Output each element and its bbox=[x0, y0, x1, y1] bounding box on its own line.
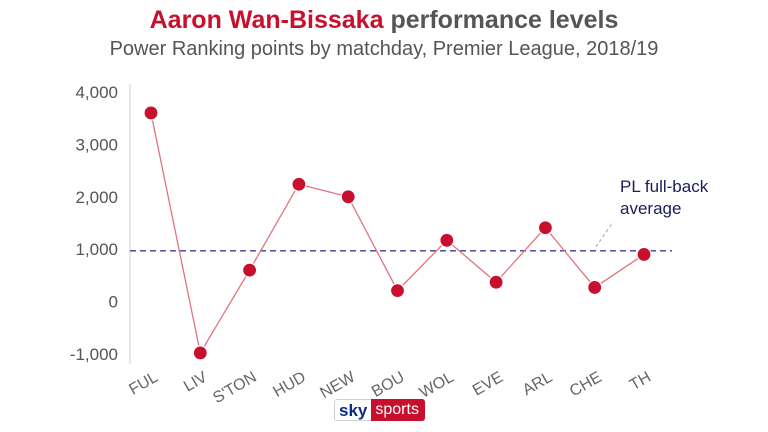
average-annotation-label: PL full-back bbox=[620, 177, 709, 196]
series-line bbox=[150, 112, 645, 355]
chart-title: Aaron Wan-Bissaka performance levels bbox=[0, 6, 768, 35]
y-tick-label: 1,000 bbox=[75, 240, 118, 259]
y-tick-label: -1,000 bbox=[70, 345, 118, 364]
title-rest: performance levels bbox=[390, 6, 619, 34]
x-tick-label: LIV bbox=[181, 369, 211, 396]
average-annotation-label: average bbox=[620, 199, 681, 218]
x-tick-label: NEW bbox=[317, 368, 359, 402]
y-tick-label: 2,000 bbox=[75, 188, 118, 207]
data-point bbox=[587, 279, 603, 296]
logo-sky-text: sky bbox=[334, 399, 372, 421]
x-tick-label: S'TON bbox=[210, 369, 259, 407]
y-tick-label: 4,000 bbox=[75, 83, 118, 102]
x-tick-label: BOU bbox=[369, 369, 408, 401]
x-tick-label: CHE bbox=[567, 369, 605, 401]
data-point bbox=[389, 282, 406, 299]
x-tick-label: EVE bbox=[470, 369, 506, 400]
logo-sports-text: sports bbox=[371, 399, 425, 421]
y-tick-label: 0 bbox=[109, 293, 118, 312]
y-tick-label: 3,000 bbox=[75, 135, 118, 154]
annotation-leader-line bbox=[595, 221, 614, 248]
data-point bbox=[439, 232, 455, 248]
data-point bbox=[143, 105, 159, 121]
data-point bbox=[242, 262, 258, 278]
data-point bbox=[192, 345, 208, 361]
data-point bbox=[291, 176, 307, 192]
data-point bbox=[537, 220, 554, 236]
data-point bbox=[340, 189, 356, 205]
x-tick-label: TH bbox=[627, 369, 654, 394]
x-tick-label: FUL bbox=[126, 369, 161, 399]
data-point bbox=[488, 274, 504, 290]
title-player-name: Aaron Wan-Bissaka bbox=[149, 6, 384, 34]
chart-subtitle: Power Ranking points by matchday, Premie… bbox=[109, 38, 659, 60]
sky-sports-logo: sky sports bbox=[334, 399, 425, 421]
data-point bbox=[636, 246, 652, 263]
x-tick-label: HUD bbox=[270, 369, 309, 401]
x-tick-label: ARL bbox=[520, 369, 556, 399]
x-tick-label: WOL bbox=[417, 369, 457, 402]
